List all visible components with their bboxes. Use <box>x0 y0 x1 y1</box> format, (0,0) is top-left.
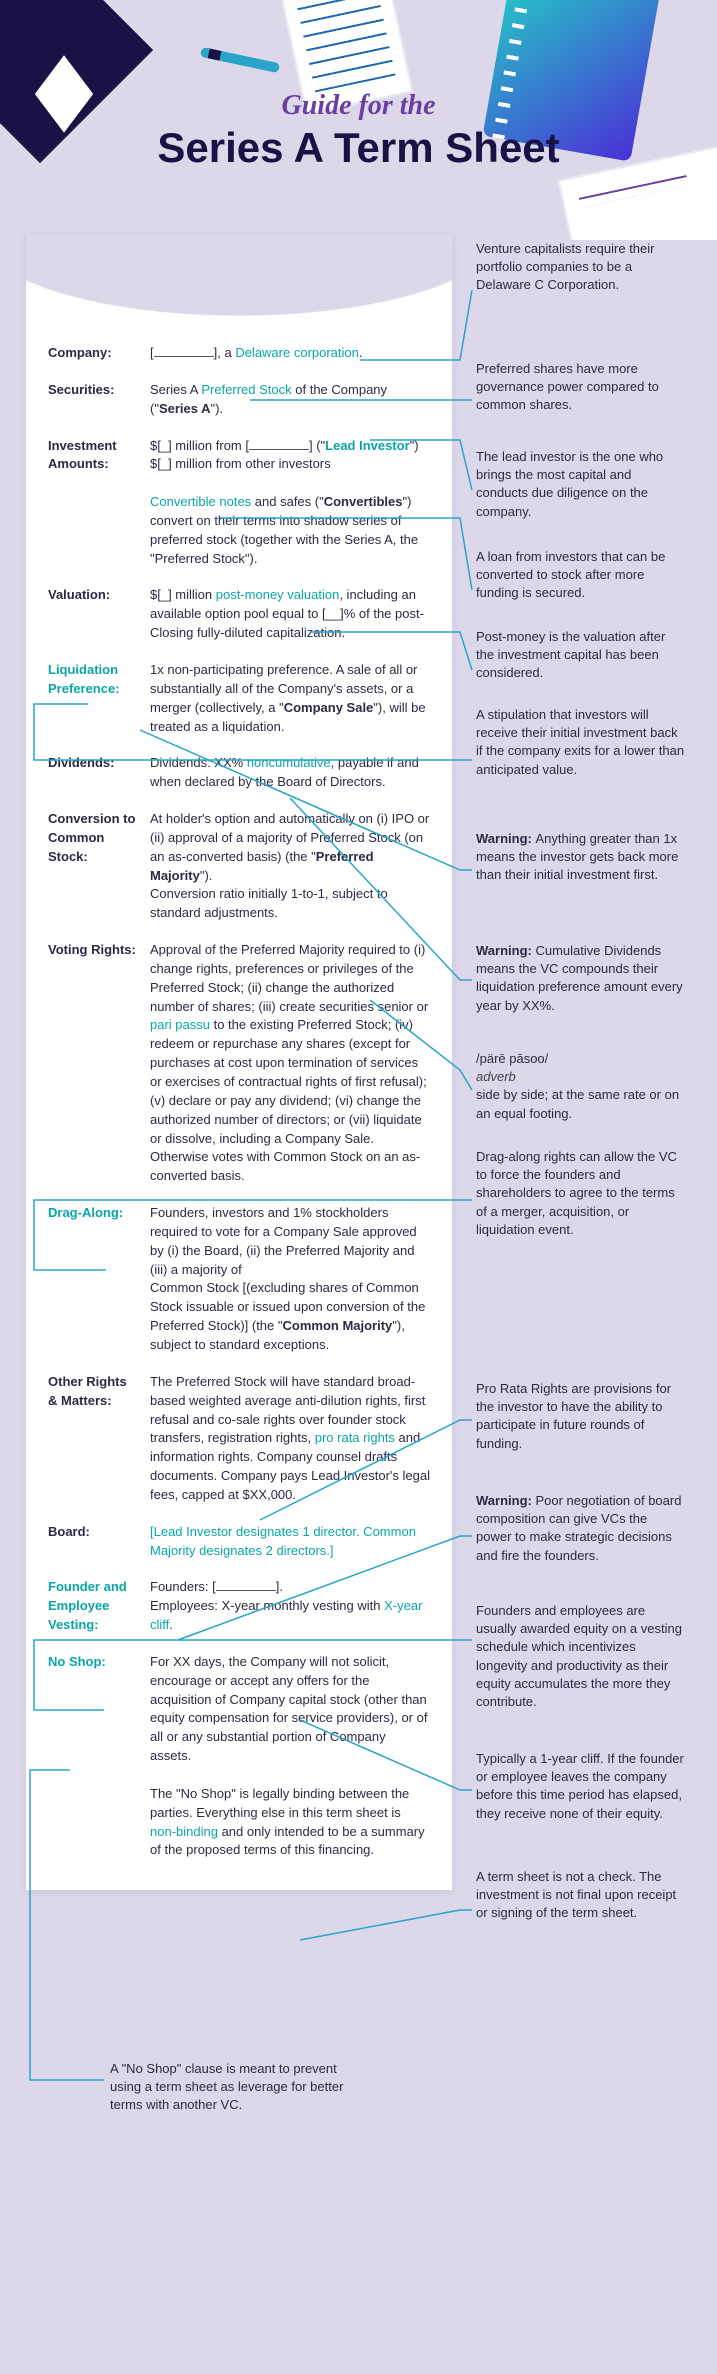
term-row: Voting Rights:Approval of the Preferred … <box>48 941 430 1186</box>
term-value: [Lead Investor designates 1 director. Co… <box>150 1523 430 1561</box>
annotation-note: The lead investor is the one who brings … <box>476 448 686 537</box>
term-label: Dividends: <box>48 754 138 792</box>
term-row: Conversion to Common Stock:At holder's o… <box>48 810 430 923</box>
term-label: Voting Rights: <box>48 941 138 1186</box>
term-label: Founder and Employee Vesting: <box>48 1578 138 1635</box>
term-row: Liquidation Preference:1x non-participat… <box>48 661 430 736</box>
annotation-note: Venture capitalists require their portfo… <box>476 240 686 311</box>
term-label: Other Rights & Matters: <box>48 1373 138 1505</box>
pen-shape <box>200 47 280 73</box>
annotation-note: Anything greater than 1x means the inves… <box>476 830 686 901</box>
term-row: Company: [], a Delaware corporation. <box>48 344 430 363</box>
term-label: Valuation: <box>48 586 138 643</box>
term-value: $[_] million post-money valuation, inclu… <box>150 586 430 643</box>
term-label: Liquidation Preference: <box>48 661 138 736</box>
annotation-note: Typically a 1-year cliff. If the founder… <box>476 1750 686 1839</box>
annotation-note: Drag-along rights can allow the VC to fo… <box>476 1148 686 1255</box>
term-value: [], a Delaware corporation. <box>150 344 430 363</box>
title-block: Guide for the Series A Term Sheet <box>0 90 717 172</box>
term-row: Other Rights & Matters:The Preferred Sto… <box>48 1373 430 1505</box>
term-value: Founders: [].Employees: X-year monthly v… <box>150 1578 430 1635</box>
annotation-note: A loan from investors that can be conver… <box>476 548 686 619</box>
annotation-note: Post-money is the valuation after the in… <box>476 628 686 699</box>
annotation-note: Poor negotiation of board composition ca… <box>476 1492 686 1581</box>
title-kicker: Guide for the <box>0 90 717 122</box>
term-row: Dividends: Dividends: XX% noncumulative, … <box>48 754 430 792</box>
term-value: Approval of the Preferred Majority requi… <box>150 941 430 1186</box>
term-row: Founder and Employee Vesting:Founders: [… <box>48 1578 430 1635</box>
annotation-note: A stipulation that investors will receiv… <box>476 706 686 795</box>
term-row: Investment Amounts:$[_] million from [] … <box>48 437 430 569</box>
term-label: Company: <box>48 344 138 363</box>
term-row: Board: [Lead Investor designates 1 direct… <box>48 1523 430 1561</box>
term-value: At holder's option and automatically on … <box>150 810 430 923</box>
annotation-note: Founders and employees are usually award… <box>476 1602 686 1727</box>
term-value: Dividends: XX% noncumulative, payable if… <box>150 754 430 792</box>
annotation-note: /pärē pāsoo/adverbside by side; at the s… <box>476 1050 686 1123</box>
connector-line <box>300 1910 472 1940</box>
term-label: Investment Amounts: <box>48 437 138 569</box>
term-value: For XX days, the Company will not solici… <box>150 1653 430 1860</box>
term-value: Founders, investors and 1% stockholders … <box>150 1204 430 1355</box>
header-illustration: Guide for the Series A Term Sheet <box>0 0 717 240</box>
term-sheet-document: Company: [], a Delaware corporation. Secur… <box>26 234 452 1890</box>
term-label: Drag-Along: <box>48 1204 138 1355</box>
title-main: Series A Term Sheet <box>0 124 717 172</box>
term-label: Board: <box>48 1523 138 1561</box>
term-value: Series A Preferred Stock of the Company … <box>150 381 430 419</box>
term-row: No Shop:For XX days, the Company will no… <box>48 1653 430 1860</box>
content-area: Company: [], a Delaware corporation. Secur… <box>0 240 717 2180</box>
bottom-annotation: A "No Shop" clause is meant to prevent u… <box>110 2060 360 2115</box>
term-label: No Shop: <box>48 1653 138 1860</box>
term-value: 1x non-participating preference. A sale … <box>150 661 430 736</box>
annotation-note: Cumulative Dividends means the VC compou… <box>476 942 686 1031</box>
term-value: $[_] million from [] ("Lead Investor")$[… <box>150 437 430 569</box>
term-label: Securities: <box>48 381 138 419</box>
term-label: Conversion to Common Stock: <box>48 810 138 923</box>
annotation-note: Pro Rata Rights are provisions for the i… <box>476 1380 686 1469</box>
annotation-note: A term sheet is not a check. The investm… <box>476 1868 686 1939</box>
term-row: Valuation:$[_] million post-money valuat… <box>48 586 430 643</box>
term-row: Securities: Series A Preferred Stock of t… <box>48 381 430 419</box>
term-value: The Preferred Stock will have standard b… <box>150 1373 430 1505</box>
annotation-note: Preferred shares have more governance po… <box>476 360 686 431</box>
term-row: Drag-Along:Founders, investors and 1% st… <box>48 1204 430 1355</box>
